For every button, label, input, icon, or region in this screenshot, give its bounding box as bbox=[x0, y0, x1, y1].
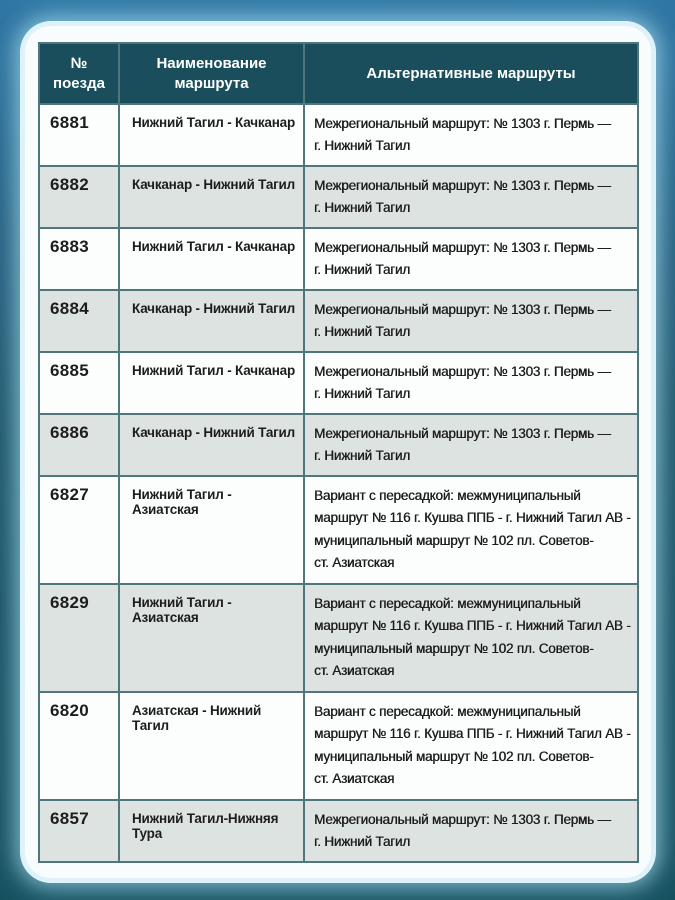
table-row-6886: 6886 Качканар - Нижний Тагил Межрегионал… bbox=[38, 413, 639, 477]
table-row-6857: 6857 Нижний Тагил-Нижняя Тура Межрегиона… bbox=[38, 799, 639, 863]
train-number-cell: 6884 bbox=[38, 289, 120, 353]
route-name-cell: Нижний Тагил - Азиатская bbox=[118, 583, 305, 693]
alternative-route-cell: Вариант с пересадкой: межмуниципальный м… bbox=[303, 691, 639, 801]
alternative-route-cell: Межрегиональный маршрут: № 1303 г. Пермь… bbox=[303, 351, 639, 415]
train-number-cell: 6886 bbox=[38, 413, 120, 477]
route-name-cell: Нижний Тагил - Азиатская bbox=[118, 475, 305, 585]
table-row-6883: 6883 Нижний Тагил - Качканар Межрегионал… bbox=[38, 227, 639, 291]
table-row-6881: 6881 Нижний Тагил - Качканар Межрегионал… bbox=[38, 103, 639, 167]
table-row-6829: 6829 Нижний Тагил - Азиатская Вариант с … bbox=[38, 583, 639, 693]
route-name-cell: Нижний Тагил - Качканар bbox=[118, 351, 305, 415]
column-header-train-number: № поезда bbox=[38, 42, 120, 105]
alternative-route-cell: Вариант с пересадкой: межмуниципальный м… bbox=[303, 475, 639, 585]
table-row-6885: 6885 Нижний Тагил - Качканар Межрегионал… bbox=[38, 351, 639, 415]
train-number-cell: 6829 bbox=[38, 583, 120, 693]
alternative-route-cell: Межрегиональный маршрут: № 1303 г. Пермь… bbox=[303, 227, 639, 291]
route-name-cell: Нижний Тагил - Качканар bbox=[118, 103, 305, 167]
header-row: № поезда Наименование маршрута Альтернат… bbox=[38, 42, 639, 105]
route-name-cell: Нижний Тагил-Нижняя Тура bbox=[118, 799, 305, 863]
route-name-cell: Качканар - Нижний Тагил bbox=[118, 413, 305, 477]
train-number-cell: 6827 bbox=[38, 475, 120, 585]
column-header-alternative-routes: Альтернативные маршруты bbox=[303, 42, 639, 105]
table-row-6882: 6882 Качканар - Нижний Тагил Межрегионал… bbox=[38, 165, 639, 229]
train-routes-table: № поезда Наименование маршрута Альтернат… bbox=[38, 42, 639, 863]
alternative-route-cell: Вариант с пересадкой: межмуниципальный м… bbox=[303, 583, 639, 693]
train-number-cell: 6882 bbox=[38, 165, 120, 229]
alternative-route-cell: Межрегиональный маршрут: № 1303 г. Пермь… bbox=[303, 103, 639, 167]
table-row-6820: 6820 Азиатская - Нижний Тагил Вариант с … bbox=[38, 691, 639, 801]
train-number-cell: 6883 bbox=[38, 227, 120, 291]
alternative-route-cell: Межрегиональный маршрут: № 1303 г. Пермь… bbox=[303, 289, 639, 353]
table-row-6827: 6827 Нижний Тагил - Азиатская Вариант с … bbox=[38, 475, 639, 585]
train-number-cell: 6881 bbox=[38, 103, 120, 167]
alternative-route-cell: Межрегиональный маршрут: № 1303 г. Пермь… bbox=[303, 413, 639, 477]
train-number-cell: 6857 bbox=[38, 799, 120, 863]
alternative-route-cell: Межрегиональный маршрут: № 1303 г. Пермь… bbox=[303, 799, 639, 863]
route-name-cell: Нижний Тагил - Качканар bbox=[118, 227, 305, 291]
table-header: № поезда Наименование маршрута Альтернат… bbox=[38, 42, 639, 105]
train-number-cell: 6820 bbox=[38, 691, 120, 801]
route-name-cell: Азиатская - Нижний Тагил bbox=[118, 691, 305, 801]
train-number-cell: 6885 bbox=[38, 351, 120, 415]
content-card: № поезда Наименование маршрута Альтернат… bbox=[25, 26, 651, 878]
table-row-6884: 6884 Качканар - Нижний Тагил Межрегионал… bbox=[38, 289, 639, 353]
route-name-cell: Качканар - Нижний Тагил bbox=[118, 165, 305, 229]
column-header-route-name: Наименование маршрута bbox=[118, 42, 305, 105]
alternative-route-cell: Межрегиональный маршрут: № 1303 г. Пермь… bbox=[303, 165, 639, 229]
route-name-cell: Качканар - Нижний Тагил bbox=[118, 289, 305, 353]
